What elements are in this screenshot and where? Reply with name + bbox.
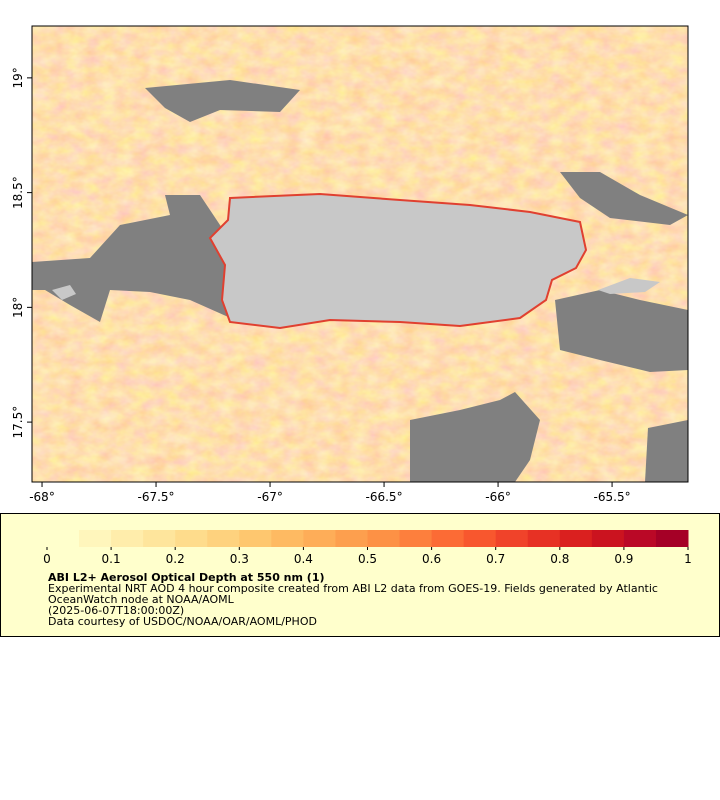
colorbar-swatch (623, 530, 657, 547)
x-tick-label: -66° (485, 490, 511, 504)
colorbar-swatch (527, 530, 561, 547)
colorbar-swatch (495, 530, 529, 547)
colorbar-swatch (175, 530, 208, 547)
puerto-rico (208, 192, 588, 330)
caption-line: OceanWatch node at NOAA/AOML (48, 593, 235, 606)
x-tick-label: -67.5° (138, 490, 175, 504)
caption-line: Experimental NRT AOD 4 hour composite cr… (48, 582, 658, 595)
colorbar-swatch (463, 530, 497, 547)
colorbar-swatch (335, 530, 368, 547)
colorbar-swatch (591, 530, 625, 547)
x-tick-label: -65.5° (594, 490, 631, 504)
colorbar-swatch (399, 530, 433, 547)
colorbar-swatch (367, 530, 401, 547)
map-area (32, 26, 688, 482)
colorbar-swatch (303, 530, 336, 547)
colorbar-swatch (207, 530, 240, 547)
caption-title: ABI L2+ Aerosol Optical Depth at 550 nm … (48, 571, 325, 584)
caption-line: Data courtesy of USDOC/NOAA/OAR/AOML/PHO… (48, 615, 317, 628)
colorbar-swatch (239, 530, 272, 547)
colorbar-swatch (271, 530, 304, 547)
axes: -68° -67.5° -67° -66.5° -66° -65.5° 19° 18.5° 18… (11, 67, 631, 504)
y-tick-label: 17.5° (11, 406, 25, 439)
map-frame (31, 25, 689, 483)
colorbar-tick-label: 0.6 (422, 552, 441, 566)
colorbar-tick-label: 0.3 (230, 552, 249, 566)
colorbar-swatch (47, 530, 80, 547)
colorbar-swatch (559, 530, 593, 547)
caption: Experimental NRT AOD 4 hour composite cr… (48, 582, 658, 628)
vieques (598, 278, 660, 294)
x-tick-label: -67° (257, 490, 283, 504)
colorbar: 0 0.1 0.2 0.3 0.4 0.5 0.6 0.7 0.8 0.9 1 (43, 530, 692, 566)
colorbar-swatch (431, 530, 465, 547)
colorbar-tick-label: 0.2 (166, 552, 185, 566)
y-tick-label: 18° (11, 297, 25, 318)
colorbar-tick-label: 0.5 (358, 552, 377, 566)
colorbar-tick-label: 0 (43, 552, 51, 566)
colorbar-swatch (655, 530, 689, 547)
colorbar-tick-label: 0.8 (550, 552, 569, 566)
colorbar-swatch (143, 530, 176, 547)
caption-line: (2025-06-07T18:00:00Z) (48, 604, 184, 617)
colorbar-tick-label: 0.1 (102, 552, 121, 566)
mona-island (52, 285, 76, 300)
no-data (32, 80, 688, 482)
x-tick-label: -66.5° (366, 490, 403, 504)
y-tick-label: 18.5° (11, 176, 25, 209)
colorbar-tick-label: 0.7 (486, 552, 505, 566)
colorbar-tick-label: 0.4 (294, 552, 313, 566)
x-tick-label: -68° (29, 490, 55, 504)
y-tick-label: 19° (11, 67, 25, 88)
colorbar-tick-label: 0.9 (614, 552, 633, 566)
colorbar-swatch (111, 530, 144, 547)
colorbar-tick-label: 1 (684, 552, 692, 566)
colorbar-swatch (79, 530, 112, 547)
